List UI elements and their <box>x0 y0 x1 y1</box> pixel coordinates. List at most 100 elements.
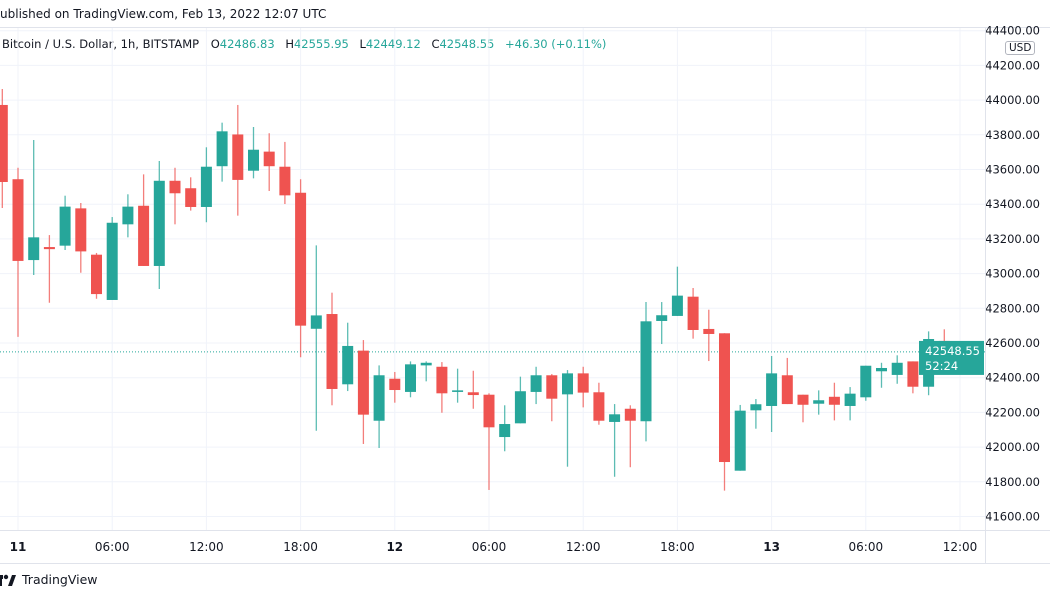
candle-body <box>91 254 102 295</box>
low-label: L <box>359 37 366 51</box>
candle-up <box>562 370 573 467</box>
tradingview-logo-icon <box>0 574 16 586</box>
candle-body <box>28 237 40 261</box>
change-value: +46.30 (+0.11%) <box>505 37 607 51</box>
candle-body <box>153 180 165 266</box>
y-tick-label: 42600.00 <box>985 336 1040 350</box>
candle-up <box>514 376 526 424</box>
symbol-title: Bitcoin / U.S. Dollar, 1h, BITSTAMP <box>2 37 200 51</box>
candle-body <box>703 328 715 334</box>
candle-up <box>248 126 259 179</box>
candle-down <box>91 252 102 299</box>
candle-body <box>122 206 134 225</box>
candle-body <box>734 410 746 471</box>
candle-down <box>483 393 495 490</box>
candle-up <box>420 361 432 382</box>
candle-down <box>263 133 275 192</box>
footer-brand[interactable]: TradingView <box>0 572 98 587</box>
candle-down <box>185 177 197 211</box>
currency-badge[interactable]: USD <box>1005 41 1036 55</box>
published-caption: Published on TradingView.com, Feb 13, 20… <box>0 7 327 21</box>
candle-down <box>357 340 369 444</box>
y-tick-label: 43800.00 <box>985 128 1040 142</box>
candle-down <box>389 371 401 403</box>
candle-up <box>373 365 385 448</box>
candle-up <box>59 195 71 251</box>
candle-up <box>106 217 118 300</box>
candle-down <box>828 382 840 421</box>
candle-body <box>907 361 919 387</box>
x-tick-label: 18:00 <box>660 540 695 554</box>
candle-body <box>514 391 526 424</box>
candle-up <box>342 322 354 392</box>
candle-up <box>609 404 621 477</box>
candle-body <box>766 373 778 406</box>
candle-body <box>593 392 605 421</box>
y-tick-label: 43000.00 <box>985 267 1040 281</box>
candle-up <box>766 356 778 433</box>
y-tick-label: 42800.00 <box>985 301 1040 315</box>
y-tick-label: 43600.00 <box>985 163 1040 177</box>
close-label: C <box>431 37 440 51</box>
x-tick-label: 12:00 <box>189 540 224 554</box>
low-value: 42449.12 <box>365 37 421 51</box>
candle-down <box>703 309 715 362</box>
candle-body <box>357 350 369 415</box>
candle-up <box>499 405 511 452</box>
candle-body <box>326 314 338 389</box>
open-label: O <box>210 37 220 51</box>
candle-body <box>389 378 401 391</box>
y-tick-label: 42000.00 <box>985 440 1040 454</box>
candle-down <box>232 104 244 216</box>
symbol-legend: Bitcoin / U.S. Dollar, 1h, BITSTAMP O 424… <box>2 37 613 51</box>
candle-body <box>750 404 762 411</box>
candle-down <box>593 382 605 425</box>
candle-body <box>813 400 825 404</box>
candle-up <box>200 147 212 223</box>
candle-body <box>200 166 212 207</box>
x-tick-label: 06:00 <box>849 540 884 554</box>
candle-body <box>483 394 495 428</box>
candle-up <box>153 160 165 290</box>
candle-down <box>781 357 793 405</box>
candle-up <box>28 140 40 275</box>
candle-down <box>687 288 699 339</box>
candle-body <box>436 366 448 394</box>
candle-body <box>106 222 118 300</box>
candle-up <box>656 302 668 345</box>
last-price-value: 42548.55 <box>925 344 980 358</box>
candle-up <box>216 122 228 182</box>
candle-up <box>530 366 542 405</box>
candle-body <box>562 373 573 395</box>
close-value: 42548.55 <box>439 37 495 51</box>
y-tick-label: 43400.00 <box>985 197 1040 211</box>
x-tick-label: 18:00 <box>283 540 318 554</box>
candle-down <box>624 405 636 468</box>
y-tick-label: 44200.00 <box>985 58 1040 72</box>
candle-down <box>326 292 338 406</box>
last-price-badge <box>919 340 984 375</box>
candle-body <box>452 390 464 392</box>
candle-body <box>797 394 809 405</box>
y-tick-label: 42400.00 <box>985 371 1040 385</box>
candle-body <box>687 296 699 330</box>
candle-body <box>185 188 197 207</box>
candle-up <box>844 387 856 421</box>
candle-down <box>43 235 55 303</box>
candle-up <box>122 194 134 238</box>
x-tick-label: 12 <box>386 540 403 554</box>
y-tick-label: 41800.00 <box>985 475 1040 489</box>
candle-down <box>75 202 87 273</box>
candle-body <box>0 104 8 182</box>
candle-body <box>248 149 259 171</box>
candle-body <box>420 362 432 366</box>
y-tick-label: 42200.00 <box>985 405 1040 419</box>
candle-body <box>640 321 652 422</box>
candle-body <box>405 364 416 392</box>
candle-up <box>860 365 872 401</box>
candle-body <box>295 192 307 326</box>
candle-body <box>719 333 730 463</box>
candle-body <box>169 180 181 194</box>
candle-up <box>310 245 322 431</box>
